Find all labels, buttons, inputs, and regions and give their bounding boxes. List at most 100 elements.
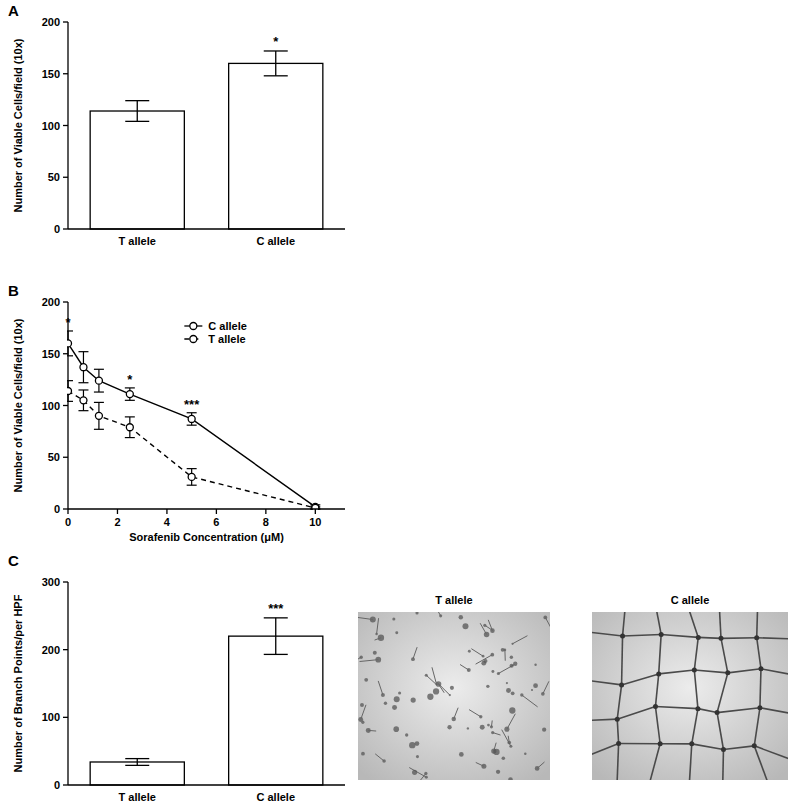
chart-0: A050100150200Number of Viable Cells/fiel… <box>8 2 345 247</box>
error-bar <box>125 101 149 122</box>
y-tick-label: 0 <box>54 779 60 791</box>
cell <box>392 617 395 620</box>
cell <box>487 724 490 727</box>
y-tick-label: 0 <box>54 503 60 515</box>
sprout <box>438 612 441 616</box>
x-tick-label: T allele <box>119 791 156 803</box>
tube <box>686 612 698 637</box>
y-tick-label: 0 <box>54 223 60 235</box>
cell <box>450 686 454 690</box>
branch-node <box>692 667 697 672</box>
cell <box>360 703 364 707</box>
tube <box>723 746 754 750</box>
error-bar <box>78 390 88 411</box>
tube <box>698 709 717 713</box>
sprout <box>416 774 426 780</box>
tube <box>757 638 761 669</box>
branch-node <box>689 741 694 746</box>
branch-node <box>620 633 625 638</box>
cell <box>405 733 408 736</box>
panel-label: B <box>8 282 19 299</box>
sprout <box>460 664 469 670</box>
tube <box>655 674 658 707</box>
significance: * <box>273 34 279 49</box>
sprout <box>493 733 501 735</box>
branch-node <box>696 635 701 640</box>
cell <box>483 659 487 663</box>
x-tick <box>315 509 316 514</box>
chart-1: B050100150200Number of Viable Cells/fiel… <box>8 282 345 543</box>
sprout <box>454 708 458 719</box>
x-tick-label: T allele <box>119 235 156 247</box>
y-tick-label: 150 <box>42 348 60 360</box>
x-tick-label: C allele <box>256 235 295 247</box>
y-tick <box>63 717 68 718</box>
y-tick-label: 200 <box>42 644 60 656</box>
sprout <box>358 617 373 620</box>
tube <box>619 743 661 745</box>
tube <box>717 713 723 750</box>
tube <box>721 637 757 639</box>
tube <box>621 636 624 685</box>
error-cap <box>125 121 149 122</box>
point <box>126 424 133 431</box>
error-cap <box>67 355 73 356</box>
point <box>95 377 102 384</box>
error-cap <box>78 389 88 390</box>
sprout <box>491 720 493 726</box>
tube <box>694 670 727 673</box>
cell <box>468 650 471 653</box>
micrograph: C allele <box>574 592 800 800</box>
sprout <box>545 617 550 633</box>
error-cap <box>67 380 73 381</box>
y-tick-label: 300 <box>42 576 60 588</box>
figure: A050100150200Number of Viable Cells/fiel… <box>0 0 800 806</box>
tube <box>757 638 788 639</box>
error-cap <box>78 382 88 383</box>
branch-node <box>754 635 759 640</box>
micrograph: T allele <box>351 594 555 785</box>
error-cap <box>125 100 149 101</box>
tube <box>655 707 660 744</box>
sprout <box>522 695 538 707</box>
point <box>67 340 72 347</box>
error-bar <box>67 331 73 356</box>
error-cap <box>94 369 104 370</box>
y-tick <box>63 301 68 302</box>
branch-node <box>659 632 664 637</box>
tube <box>617 707 655 720</box>
point <box>95 412 102 419</box>
point <box>67 388 72 395</box>
error-cap <box>125 387 135 388</box>
error-cap <box>264 654 288 655</box>
tube <box>722 749 725 780</box>
error-cap <box>78 410 88 411</box>
branch-node <box>752 743 757 748</box>
error-bar <box>187 469 197 486</box>
x-tick-label: C allele <box>256 791 295 803</box>
error-bar <box>187 413 197 425</box>
sprout <box>502 730 511 747</box>
sprout <box>485 625 492 630</box>
error-cap <box>67 330 73 331</box>
y-tick <box>63 784 68 785</box>
legend-label: T allele <box>208 333 245 345</box>
sprout <box>377 618 379 634</box>
error-cap <box>125 400 135 401</box>
sprout <box>426 675 436 684</box>
point <box>126 391 133 398</box>
tube <box>754 708 760 746</box>
branch-node <box>757 705 762 710</box>
point <box>80 364 87 371</box>
cell <box>395 631 398 634</box>
tube <box>656 612 661 634</box>
tube <box>689 744 692 780</box>
y-tick <box>63 177 68 178</box>
cell <box>513 662 517 666</box>
sprout <box>471 649 483 657</box>
cell <box>510 664 514 668</box>
cell <box>524 753 526 755</box>
error-bar <box>264 51 288 76</box>
error-cap <box>94 429 104 430</box>
sprout <box>358 657 361 663</box>
